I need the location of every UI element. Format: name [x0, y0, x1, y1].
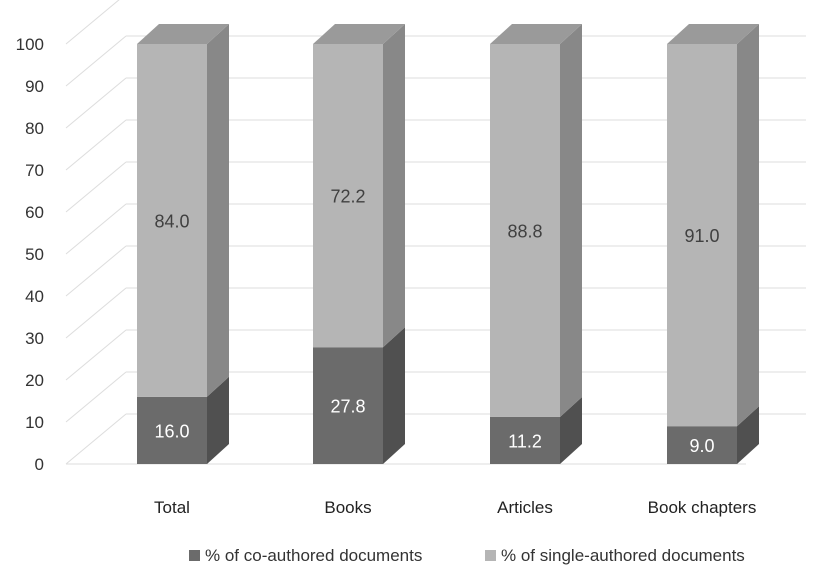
- data-label: 9.0: [689, 436, 714, 456]
- bar-front: [313, 347, 383, 464]
- y-tick-label: 70: [25, 161, 44, 180]
- x-tick-label: Articles: [497, 498, 553, 517]
- y-tick-label: 80: [25, 119, 44, 138]
- bar-segment-co-authored-1: [313, 327, 405, 464]
- legend-label: % of co-authored documents: [205, 546, 422, 565]
- bar-side: [207, 24, 229, 397]
- data-label: 11.2: [508, 431, 542, 451]
- bar-segment-single-authored-0: [137, 24, 229, 397]
- bar-side: [737, 24, 759, 427]
- x-tick-label: Books: [324, 498, 371, 517]
- bars: 16.0 84.0 27.8 72.2 11.2 88.8 9.0 91.0: [137, 24, 759, 464]
- bar-segment-co-authored-3: [667, 406, 759, 464]
- bar-top: [313, 24, 405, 44]
- bar-front: [490, 44, 560, 417]
- y-tick-label: 100: [16, 35, 44, 54]
- data-label: 88.8: [507, 221, 542, 241]
- legend-swatch: [189, 550, 200, 561]
- legend-swatch: [485, 550, 496, 561]
- grid-line-diagonal: [65, 329, 127, 381]
- bar-segment-co-authored-2: [490, 396, 582, 464]
- x-tick-label: Total: [154, 498, 190, 517]
- y-tick-label: 40: [25, 287, 44, 306]
- bar-top: [490, 24, 582, 44]
- bar-front: [490, 416, 560, 464]
- grid-line-diagonal: [65, 245, 127, 297]
- y-tick-label: 50: [25, 245, 44, 264]
- bar-side: [560, 24, 582, 417]
- y-tick-label: 90: [25, 77, 44, 96]
- y-tick-label: 20: [25, 371, 44, 390]
- grid-line-diagonal: [65, 287, 127, 339]
- data-label: 27.8: [330, 397, 365, 417]
- bar-front: [313, 44, 383, 348]
- x-tick-label: Book chapters: [648, 498, 757, 517]
- grid-line-diagonal: [65, 161, 127, 213]
- grid-line-diagonal: [65, 77, 127, 129]
- bar-side: [207, 376, 229, 464]
- bar-segment-single-authored-1: [313, 24, 405, 348]
- bar-side: [737, 406, 759, 464]
- bar-top: [137, 24, 229, 44]
- y-tick-label: 0: [35, 455, 44, 474]
- bar-side: [560, 396, 582, 464]
- legend-label: % of single-authored documents: [501, 546, 745, 565]
- bar-top: [667, 24, 759, 44]
- bar-front: [137, 396, 207, 464]
- grid-line-diagonal: [65, 0, 120, 45]
- bar-front: [137, 44, 207, 397]
- y-tick-label: 60: [25, 203, 44, 222]
- data-label: 91.0: [684, 226, 719, 246]
- y-tick-label: 10: [25, 413, 44, 432]
- bar-segment-single-authored-2: [490, 24, 582, 417]
- y-tick-label: 30: [25, 329, 44, 348]
- grid-line-diagonal: [65, 413, 127, 465]
- grid-line-diagonal: [65, 203, 127, 255]
- grid-line-diagonal: [65, 119, 127, 171]
- x-axis: Total Books Articles Book chapters: [154, 498, 756, 517]
- grid-line-diagonal: [65, 371, 127, 423]
- data-label: 72.2: [330, 187, 365, 207]
- bar-segment-single-authored-3: [667, 24, 759, 427]
- bar-side: [383, 327, 405, 464]
- bar-front: [667, 426, 737, 464]
- legend: % of co-authored documents % of single-au…: [189, 546, 745, 565]
- y-axis: 0 10 20 30 40 50 60 70 80 90 100: [16, 35, 44, 474]
- bar-segment-co-authored-0: [137, 376, 229, 464]
- data-label: 84.0: [154, 211, 189, 231]
- grid-line-diagonal: [65, 35, 127, 87]
- bar-side: [383, 24, 405, 348]
- data-label: 16.0: [154, 421, 189, 441]
- bar-front: [667, 44, 737, 427]
